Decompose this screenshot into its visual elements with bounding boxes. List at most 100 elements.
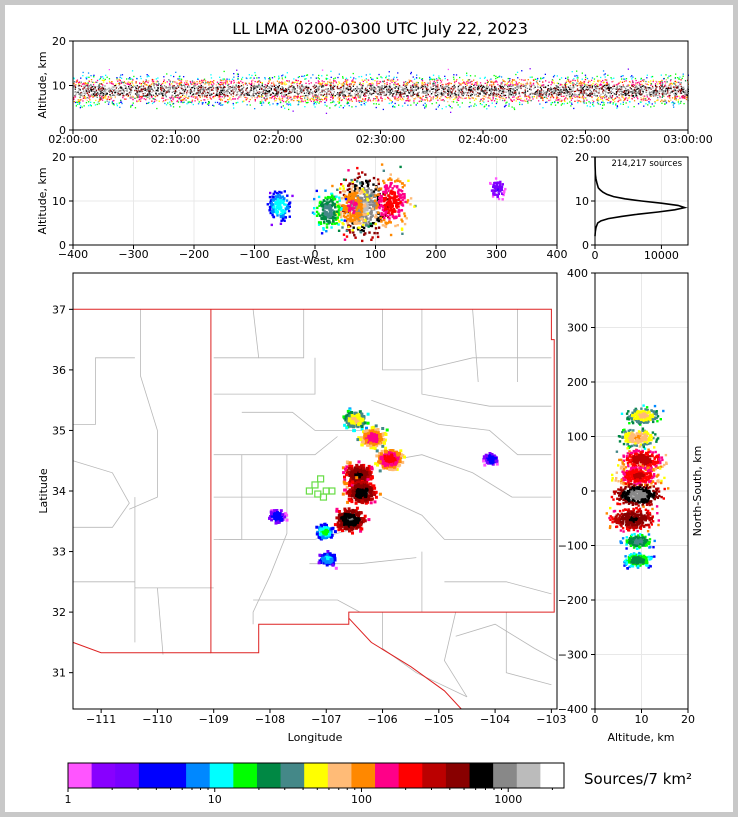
figure-frame	[5, 5, 733, 812]
time-height-xtick: 02:00:00	[48, 133, 97, 146]
plan-view-ytick: 31	[52, 667, 66, 680]
ew-altitude-xtick: −300	[118, 248, 148, 261]
colorbar-swatch	[540, 763, 565, 788]
ns-altitude-ytick: 400	[567, 267, 588, 280]
time-height-xtick: 03:00:00	[663, 133, 712, 146]
plan-view-xtick: −111	[86, 713, 116, 726]
ew-altitude-ylabel: Altitude, km	[36, 167, 49, 234]
plan-view-ytick: 34	[52, 485, 66, 498]
ns-altitude-ytick: −400	[558, 703, 588, 716]
colorbar-swatch	[186, 763, 211, 788]
ns-altitude-panel: 0 10 20 −400 −300 −200 −100 0 100 200 300 400 Alti…	[558, 267, 704, 744]
colorbar-swatch	[445, 763, 470, 788]
ew-altitude-xtick: 200	[426, 248, 447, 261]
colorbar-swatch	[375, 763, 400, 788]
colorbar-swatch	[256, 763, 281, 788]
time-height-xtick: 02:20:00	[253, 133, 302, 146]
colorbar-swatch	[233, 763, 258, 788]
time-height-scatter	[73, 68, 689, 114]
plan-view-xtick: −104	[480, 713, 510, 726]
ns-altitude-ytick: 300	[567, 322, 588, 335]
colorbar-swatch	[280, 763, 305, 788]
figure-title: LL LMA 0200-0300 UTC July 22, 2023	[232, 19, 528, 38]
ns-altitude-xtick: 10	[635, 713, 649, 726]
ns-altitude-ytick: 0	[581, 485, 588, 498]
plan-view-xlabel: Longitude	[288, 731, 343, 744]
plan-view-ylabel: Latitude	[37, 468, 50, 514]
colorbar-swatch	[493, 763, 518, 788]
colorbar-tick: 10	[208, 793, 222, 806]
ew-altitude-xtick: −400	[58, 248, 88, 261]
colorbar-swatch	[398, 763, 423, 788]
ns-altitude-xtick: 20	[681, 713, 695, 726]
ns-altitude-xtick: 0	[592, 713, 599, 726]
time-height-xtick: 02:50:00	[561, 133, 610, 146]
altitude-histogram-panel: 214,217 sources 0 10 20 0 10000	[575, 151, 689, 262]
source-count-annotation: 214,217 sources	[611, 159, 682, 169]
histogram-ytick: 0	[582, 239, 589, 252]
ew-altitude-xtick: −200	[179, 248, 209, 261]
ns-altitude-xlabel: Altitude, km	[607, 731, 674, 744]
plan-view-ytick: 37	[52, 303, 66, 316]
ns-altitude-ylabel: North-South, km	[691, 446, 704, 537]
plan-view-heatmap	[268, 407, 499, 570]
time-height-ylabel: Altitude, km	[36, 51, 49, 118]
ns-altitude-ytick: −300	[558, 649, 588, 662]
plan-view-ytick: 33	[52, 546, 66, 559]
ew-altitude-xlabel: East-West, km	[276, 254, 354, 267]
ew-altitude-panel: 0 10 20 −400 −300 −200 −100 0 100 200 300 400 Alti…	[36, 151, 568, 267]
ns-altitude-heatmap	[605, 404, 670, 570]
time-height-xtick: 02:30:00	[356, 133, 405, 146]
colorbar-swatch	[422, 763, 447, 788]
colorbar-swatch	[68, 763, 93, 788]
time-height-panel: 0 10 20 02:00:00 02:10:00 02:20:00 02:30:00 02…	[36, 35, 713, 146]
colorbar-tick: 1000	[494, 793, 522, 806]
ew-altitude-xtick: 0	[312, 248, 319, 261]
plan-view-xtick: −110	[142, 713, 172, 726]
colorbar-swatch	[91, 763, 116, 788]
colorbar-swatch	[115, 763, 140, 788]
ew-altitude-ytick: 20	[52, 151, 66, 164]
histogram-ytick: 10	[575, 195, 589, 208]
ns-altitude-ytick: −200	[558, 594, 588, 607]
plan-view-xtick: −105	[424, 713, 454, 726]
ns-altitude-ytick: −100	[558, 540, 588, 553]
colorbar-swatch	[304, 763, 329, 788]
time-height-ytick: 0	[59, 124, 66, 137]
ns-altitude-ytick: 200	[567, 376, 588, 389]
ew-altitude-xtick: 400	[547, 248, 568, 261]
plan-view-ytick: 35	[52, 424, 66, 437]
histogram-xtick: 10000	[644, 249, 679, 262]
colorbar-swatch	[469, 763, 494, 788]
county-map-lines	[72, 308, 558, 710]
time-height-xtick: 02:40:00	[458, 133, 507, 146]
ew-altitude-xtick: 300	[486, 248, 507, 261]
plan-view-panel: −111 −110 −109 −108 −107 −106 −105 −104 −103 31 3…	[37, 272, 566, 744]
colorbar-label: Sources/7 km²	[584, 770, 692, 788]
plan-view-xtick: −106	[367, 713, 397, 726]
histogram-ytick: 20	[575, 151, 589, 164]
ns-altitude-ytick: 100	[567, 431, 588, 444]
plan-view-ytick: 36	[52, 364, 66, 377]
plan-view-xtick: −108	[255, 713, 285, 726]
plan-view-ytick: 32	[52, 606, 66, 619]
time-height-ytick: 20	[52, 35, 66, 48]
plan-view-xtick: −109	[199, 713, 229, 726]
plan-view-xtick: −103	[536, 713, 566, 726]
plan-view-xtick: −107	[311, 713, 341, 726]
colorbar-tick: 1	[65, 793, 72, 806]
colorbar-swatch	[351, 763, 376, 788]
time-height-ytick: 10	[52, 80, 66, 93]
colorbar-swatch	[138, 763, 163, 788]
ew-altitude-ytick: 0	[59, 239, 66, 252]
ew-altitude-ytick: 10	[52, 195, 66, 208]
colorbar-swatch	[162, 763, 187, 788]
colorbar-swatch	[209, 763, 234, 788]
colorbar-tick: 100	[351, 793, 372, 806]
time-height-xtick: 02:10:00	[151, 133, 200, 146]
altitude-histogram-line	[594, 156, 688, 237]
ew-altitude-xtick: 100	[365, 248, 386, 261]
ew-altitude-heatmap	[266, 163, 507, 243]
colorbar-swatch	[516, 763, 541, 788]
